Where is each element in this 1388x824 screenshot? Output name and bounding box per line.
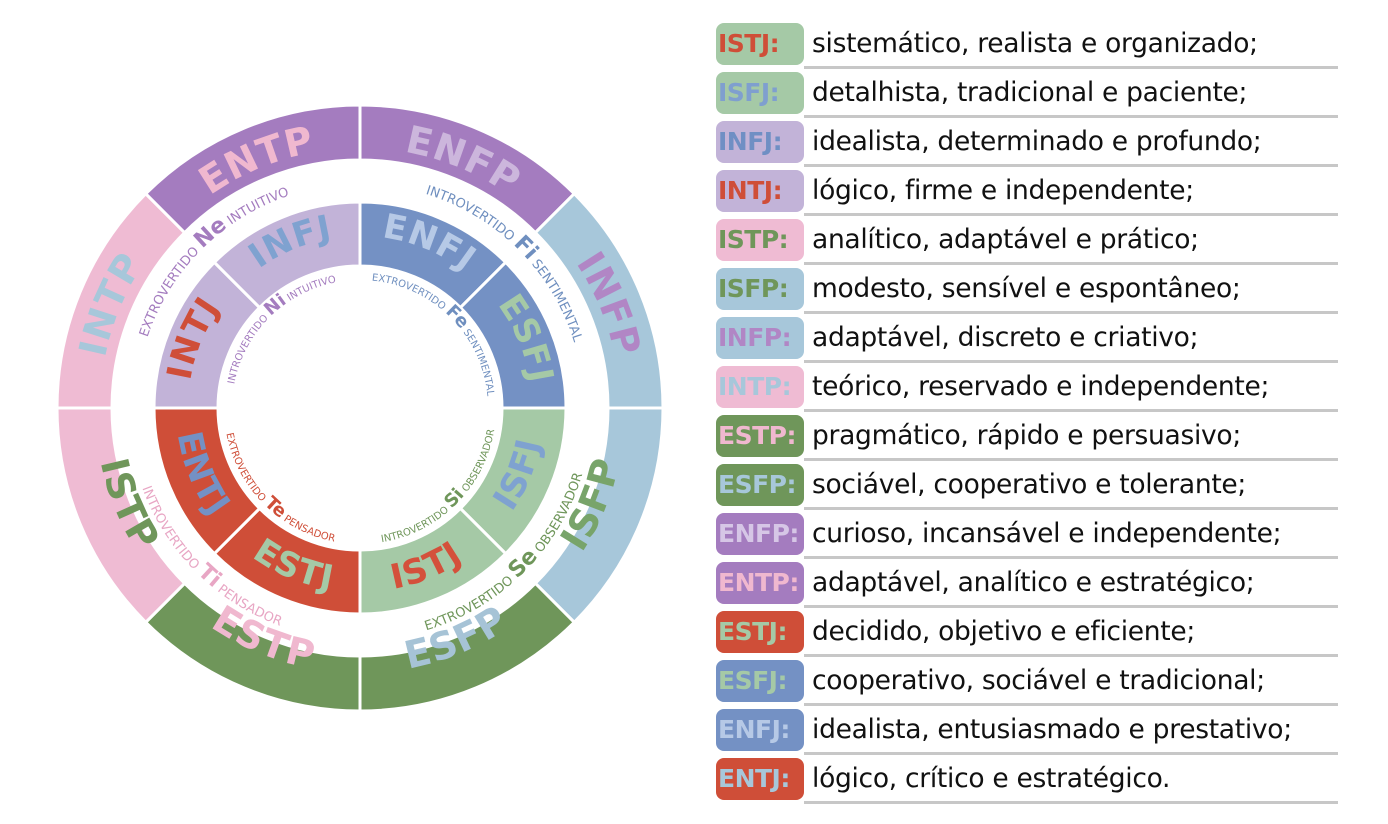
type-description: lógico, firme e independente; [812, 174, 1194, 206]
legend-row: ESTJ: decidido, objetivo e eficiente; [712, 610, 1352, 657]
legend-row: ISTP: analítico, adaptável e prático; [712, 218, 1352, 266]
type-description: sistemático, realista e organizado; [812, 28, 1258, 59]
type-description: decidido, objetivo e eficiente; [812, 615, 1195, 647]
type-description: idealista, determinado e profundo; [812, 125, 1262, 157]
legend-row: ENFP: curioso, incansável e independente; [712, 512, 1352, 560]
row-divider [804, 507, 1338, 511]
legend-row: ESFJ: cooperativo, sociável e tradicional… [712, 659, 1352, 706]
type-badge: ESFP: [716, 463, 804, 506]
row-divider [804, 115, 1338, 119]
type-description: modesto, sensível e espontâneo; [812, 272, 1241, 304]
legend-row: INFJ: idealista, determinado e profundo; [712, 120, 1352, 168]
row-divider [804, 702, 1338, 706]
type-badge: INFJ: [716, 120, 804, 163]
row-divider [804, 605, 1338, 609]
type-badge: ESFJ: [716, 659, 804, 702]
legend-row: INTJ: lógico, firme e independente; [712, 169, 1352, 217]
personality-wheel: ENFPINFPISFPESFPESTPISTPINTPENTPINTROVER… [55, 103, 665, 713]
type-description: lógico, crítico e estratégico. [812, 762, 1171, 794]
legend-row: ISFJ: detalhista, tradicional e paciente; [712, 71, 1352, 119]
type-badge: INTP: [716, 365, 804, 408]
type-badge: INFP: [716, 316, 804, 359]
type-badge: ISFJ: [716, 71, 804, 114]
type-badge: ENTP: [716, 561, 804, 604]
row-divider [804, 800, 1338, 804]
type-description: teórico, reservado e independente; [812, 370, 1270, 402]
row-divider [804, 751, 1338, 755]
type-description: idealista, entusiasmado e prestativo; [812, 713, 1292, 745]
legend-row: ENFJ: idealista, entusiasmado e prestativ… [712, 708, 1352, 755]
type-badge: ENFP: [716, 512, 804, 555]
type-description: adaptável, discreto e criativo; [812, 321, 1199, 353]
outer-segment-entp [143, 103, 362, 235]
type-description: analítico, adaptável e prático; [812, 223, 1199, 255]
type-badge: ESTP: [716, 414, 804, 457]
inner-segment-infj [212, 200, 362, 310]
row-divider [804, 66, 1338, 70]
type-badge: ISTJ: [716, 23, 804, 65]
type-description: pragmático, rápido e persuasivo; [812, 419, 1241, 451]
row-divider [804, 556, 1338, 560]
type-description: cooperativo, sociável e tradicional; [812, 664, 1265, 696]
legend-row: ISFP: modesto, sensível e espontâneo; [712, 267, 1352, 315]
row-divider [804, 311, 1338, 315]
type-description: detalhista, tradicional e paciente; [812, 76, 1248, 108]
row-divider [804, 360, 1338, 364]
legend-row: ENTP: adaptável, analítico e estratégico; [712, 561, 1352, 609]
legend-row: ESFP: sociável, cooperativo e tolerante; [712, 463, 1352, 511]
legend-row: ENTJ: lógico, crítico e estratégico. [712, 757, 1352, 804]
type-badge: ISTP: [716, 218, 804, 261]
type-description: curioso, incansável e independente; [812, 517, 1282, 549]
row-divider [804, 458, 1338, 462]
legend-row: INTP: teórico, reservado e independente; [712, 365, 1352, 413]
type-badge: ISFP: [716, 267, 804, 310]
type-description: sociável, cooperativo e tolerante; [812, 468, 1247, 500]
type-badge: ESTJ: [716, 610, 804, 653]
type-badge: ENTJ: [716, 757, 804, 800]
legend-row: INFP: adaptável, discreto e criativo; [712, 316, 1352, 364]
row-divider [804, 262, 1338, 266]
row-divider [804, 409, 1338, 413]
row-divider [804, 164, 1338, 168]
type-badge: INTJ: [716, 169, 804, 212]
type-badge: ENFJ: [716, 708, 804, 751]
type-description: adaptável, analítico e estratégico; [812, 566, 1255, 598]
legend-row: ISTJ: sistemático, realista e organizado; [712, 22, 1352, 70]
legend-row: ESTP: pragmático, rápido e persuasivo; [712, 414, 1352, 462]
row-divider [804, 213, 1338, 217]
row-divider [804, 654, 1338, 657]
type-legend: ISTJ: sistemático, realista e organizado;… [712, 22, 1352, 806]
